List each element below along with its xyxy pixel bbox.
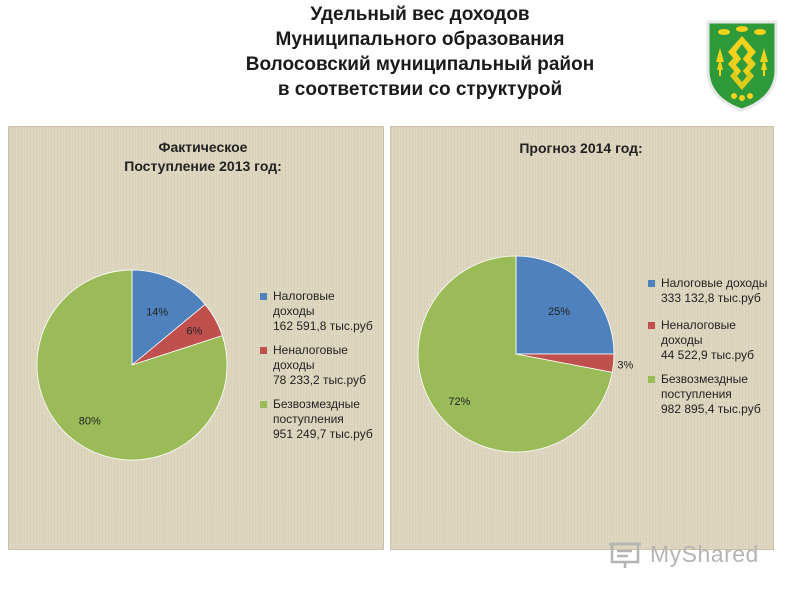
pie-slice [515,255,615,355]
slice-percent-label: 6% [186,326,202,338]
chart-panel-2014: Прогноз 2014 год: 25% 3% 72% Налоговые дох… [390,126,774,550]
legend-swatch [648,280,655,287]
legend-item: Безвозмездные поступления 982 895,4 тыс.… [648,372,767,417]
pie-chart-2014: 25% 3% 72% [417,255,633,453]
legend-swatch [260,293,267,300]
slice-percent-label: 80% [79,415,101,427]
legend-swatch [260,347,267,354]
legend-item: Неналоговые доходы 44 522,9 тыс.руб [648,318,767,363]
presentation-board-icon [609,542,641,568]
legend-swatch [648,376,655,383]
chart-legend: Налоговые доходы 162 591,8 тыс.руб Ненал… [260,289,373,442]
legend-label-line: 78 233,2 тыс.руб [273,373,367,387]
chart-title-line: Фактическое [158,139,248,155]
legend-item: Налоговые доходы 162 591,8 тыс.руб [260,289,373,334]
chart-title-line: Прогноз 2014 год: [519,140,643,156]
chart-title-line: Поступление 2013 год: [124,158,282,174]
legend-item: Безвозмездные поступления 951 249,7 тыс.… [260,397,373,442]
chart-title: Фактическое Поступление 2013 год: [103,138,303,176]
legend-label-line: Безвозмездные [661,372,748,386]
legend-label-line: Неналоговые [661,318,736,332]
legend-item: Налоговые доходы 333 132,8 тыс.руб [648,276,767,306]
title-line: Муниципального образования [275,29,565,50]
legend-label-line: поступления [273,412,344,426]
pie-slice [36,269,228,461]
legend-item: Неналоговые доходы 78 233,2 тыс.руб [260,343,373,388]
chart-title: Прогноз 2014 год: [481,139,681,158]
page-title: Удельный вес доходов Муниципального обра… [150,2,690,102]
chart-legend: Налоговые доходы 333 132,8 тыс.руб Ненал… [648,276,767,417]
legend-label-line: Неналоговые [273,343,348,357]
title-line: Удельный вес доходов [310,4,530,25]
legend-label-line: доходы [273,304,315,318]
watermark: MyShared [606,539,766,569]
pie-slice [131,269,206,366]
title-line: Волосовский муниципальный район [245,54,595,75]
legend-label-line: 333 132,8 тыс.руб [661,291,761,305]
legend-swatch [260,401,267,408]
legend-label-line: 951 249,7 тыс.руб [273,427,373,441]
legend-label-line: Налоговые [273,289,335,303]
legend-label-line: доходы [273,358,315,372]
legend-swatch [648,322,655,329]
slice-percent-label: 72% [448,396,470,408]
slice-percent-label: 25% [548,306,570,318]
legend-label-line: Безвозмездные [273,397,360,411]
watermark-text: MyShared [650,541,759,567]
title-line: в соответствии со структурой [277,79,563,100]
legend-label-line: доходы [661,333,703,347]
legend-label-line: 982 895,4 тыс.руб [661,402,761,416]
chart-panel-2013: Фактическое Поступление 2013 год: 14% 6% 8… [8,126,384,550]
legend-label-line: поступления [661,387,732,401]
pie-chart-2013: 14% 6% 80% [36,269,228,461]
legend-label-line: Налоговые доходы [661,276,768,290]
slice-percent-label: 14% [146,307,168,319]
legend-label-line: 162 591,8 тыс.руб [273,319,373,333]
legend-label-line: 44 522,9 тыс.руб [661,348,755,362]
coat-of-arms-icon [704,18,780,112]
slice-percent-label: 3% [617,359,633,371]
pie-slice [417,255,613,453]
